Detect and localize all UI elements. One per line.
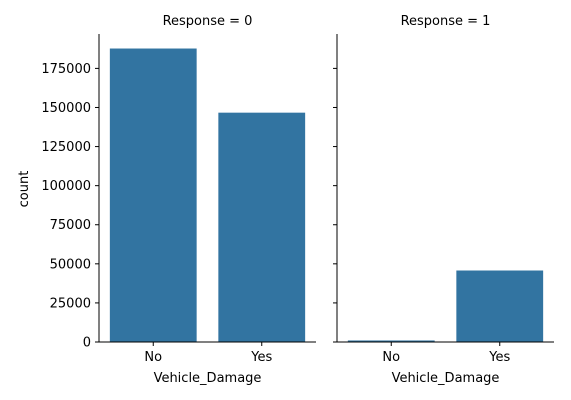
y-tick-label-4: 100000 [41, 179, 91, 194]
bar-1-yes [456, 270, 544, 342]
y-tick-label-3: 75000 [50, 218, 91, 233]
x-tick-label-0-1: Yes [250, 350, 272, 365]
y-tick-label-2: 50000 [50, 257, 91, 272]
y-tick-label-1: 25000 [50, 296, 91, 311]
panel-title-1: Response = 1 [401, 14, 491, 29]
x-tick-label-0-0: No [144, 350, 162, 365]
y-tick-label-0: 0 [83, 336, 91, 351]
y-tick-label-6: 150000 [41, 101, 91, 116]
bar-0-yes [218, 112, 306, 343]
x-tick-label-1-0: No [382, 350, 400, 365]
y-tick-label-5: 125000 [41, 140, 91, 155]
x-axis-label-0: Vehicle_Damage [154, 371, 262, 386]
y-tick-label-7: 175000 [41, 62, 91, 77]
bar-1-no [347, 340, 435, 342]
x-tick-label-1-1: Yes [488, 350, 510, 365]
panel-title-0: Response = 0 [163, 14, 253, 29]
y-axis-label: count [17, 171, 32, 208]
bar-0-no [109, 48, 197, 342]
x-axis-label-1: Vehicle_Damage [392, 371, 500, 386]
